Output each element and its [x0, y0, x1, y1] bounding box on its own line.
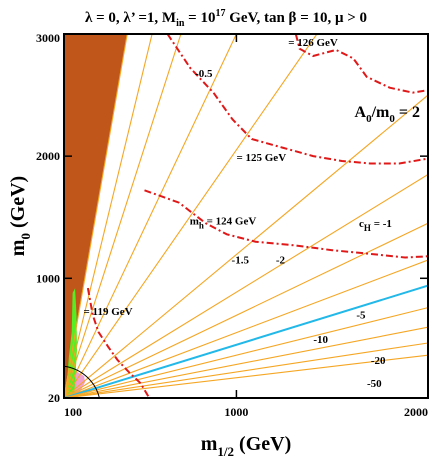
mh-label: = 125 GeV [236, 152, 286, 164]
cH-contour-0 [64, 34, 128, 398]
cH-equals-label: cH = -1 [359, 218, 392, 233]
cH-contour-6 [64, 174, 428, 398]
a0-m0-ratio-label: A0/m0 = 2 [355, 104, 420, 125]
plot-area [64, 34, 428, 398]
cH-contour-13 [64, 354, 428, 398]
ewsb-boundary [64, 365, 100, 398]
mh-contour-1 [166, 34, 428, 165]
chart-title: λ = 0, λ’ =1, Min = 1017 GeV, tan β = 10… [85, 8, 367, 29]
cH-label: -1.5 [232, 255, 250, 267]
y-tick-label: 1000 [36, 271, 60, 285]
cH-contour-4 [64, 34, 318, 398]
cH-contour-2 [64, 34, 182, 398]
mh-contour-3 [86, 287, 151, 398]
y-tick-label: 3000 [36, 31, 60, 45]
mh-label: = 126 GeV [288, 37, 338, 49]
cH-label: -20 [371, 355, 386, 367]
x-tick-label: 2000 [404, 405, 428, 419]
cH-contour-8 [64, 259, 428, 398]
plot-frame [63, 33, 429, 399]
mh-contour-2 [144, 189, 428, 259]
y-axis-label: m0 (GeV) [7, 176, 33, 256]
cH-contour-12 [64, 342, 428, 398]
cH-contour-5 [64, 94, 428, 398]
x-axis-label: m1/2 (GeV) [201, 433, 292, 459]
cH-label: -0.5 [195, 68, 213, 80]
x-tick-label: 100 [64, 405, 82, 419]
mh-contour-0 [294, 34, 428, 94]
cH-contour-11 [64, 326, 428, 398]
cH-contour-3 [64, 34, 237, 398]
y-tick-label: 20 [48, 391, 60, 405]
mh-label: = 119 GeV [84, 306, 133, 318]
mh-equals-label: mh = 124 GeV [190, 216, 257, 231]
x-tick-label: 1000 [224, 405, 248, 419]
cH-label: -2 [276, 255, 286, 267]
y-tick-label: 2000 [36, 149, 60, 163]
cH-label: -50 [367, 378, 382, 390]
cH-contour-1 [64, 34, 153, 398]
cH-label: -5 [356, 310, 366, 322]
cH-contour-10 [64, 307, 428, 398]
cH-contour-9 [64, 284, 428, 398]
y-axis-label-group: m0 (GeV) [7, 176, 33, 256]
cH-label: -10 [313, 334, 328, 346]
